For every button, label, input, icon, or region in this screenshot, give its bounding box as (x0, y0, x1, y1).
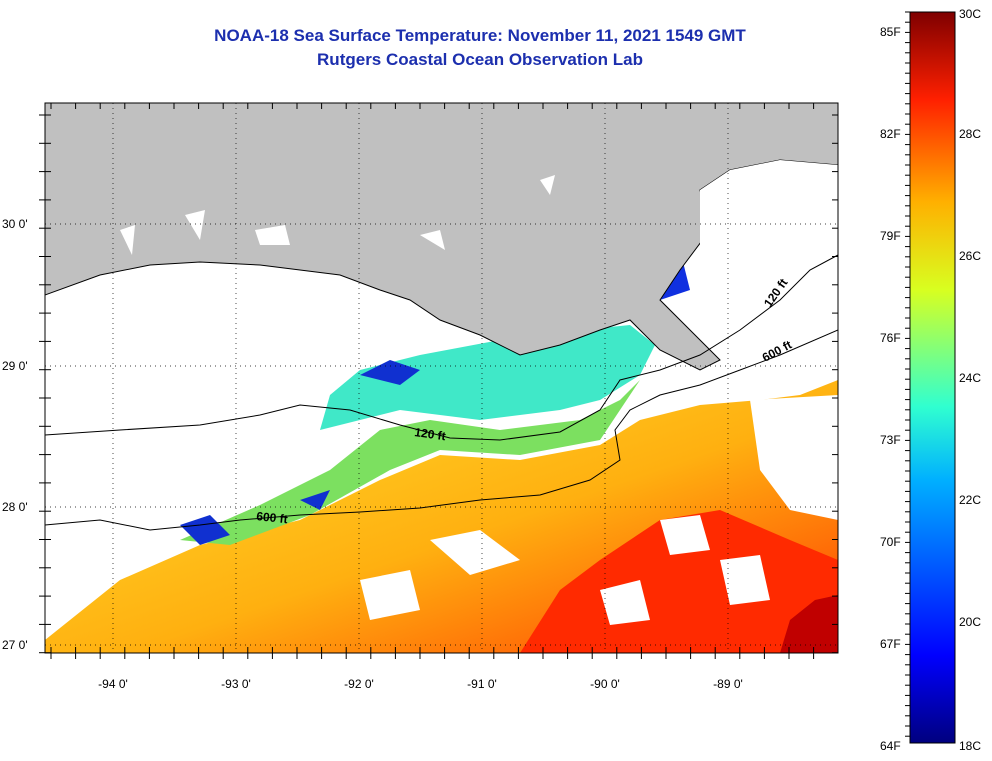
colorbar-label-85f: 85F (880, 25, 901, 39)
colorbar-label-73f: 73F (880, 433, 901, 447)
contour-label-600-a: 600 ft (256, 509, 289, 526)
cloud-gaps (360, 515, 770, 625)
lon-label-94: -94 0' (98, 677, 128, 691)
axis-ticks (39, 103, 838, 659)
colorbar-label-30c: 30C (959, 7, 981, 21)
colorbar-label-82f: 82F (880, 127, 901, 141)
colorbar-label-26c: 26C (959, 249, 981, 263)
contour-120ft (45, 254, 838, 441)
colorbar-label-64f: 64F (880, 739, 901, 753)
map-subtitle: Rutgers Coastal Ocean Observation Lab (317, 50, 643, 69)
cloud-gap-east (750, 395, 838, 520)
colorbar-label-67f: 67F (880, 637, 901, 651)
lon-label-92: -92 0' (344, 677, 374, 691)
cloud-gap-west (45, 560, 110, 610)
lon-label-93: -93 0' (221, 677, 251, 691)
lat-label-28: 28 0' (2, 500, 28, 514)
colorbar-ticks (905, 11, 910, 737)
colorbar-label-76f: 76F (880, 331, 901, 345)
colorbar-label-20c: 20C (959, 615, 981, 629)
colorbar (909, 11, 956, 744)
lon-label-91: -91 0' (467, 677, 497, 691)
lat-label-27: 27 0' (2, 638, 28, 652)
sst-cool-region (320, 325, 655, 430)
colorbar-label-24c: 24C (959, 371, 981, 385)
lat-label-29: 29 0' (2, 359, 28, 373)
map-frame (44, 102, 839, 654)
colorbar-label-70f: 70F (880, 535, 901, 549)
lat-label-30: 30 0' (2, 217, 28, 231)
sst-mild-region (180, 380, 640, 545)
colorbar-label-18c: 18C (959, 739, 981, 753)
colorbar-label-22c: 22C (959, 493, 981, 507)
sst-very-hot-region (780, 595, 838, 653)
colorbar-label-79f: 79F (880, 229, 901, 243)
lon-label-89: -89 0' (713, 677, 743, 691)
contour-label-120-a: 120 ft (414, 425, 447, 443)
map-title: NOAA-18 Sea Surface Temperature: Novembe… (214, 26, 746, 45)
colorbar-label-28c: 28C (959, 127, 981, 141)
sst-hot-region (520, 510, 838, 653)
lon-label-90: -90 0' (590, 677, 620, 691)
delta-water (690, 160, 838, 345)
contour-600ft (45, 329, 838, 531)
graticule (45, 103, 838, 653)
sst-cold-patches (180, 360, 420, 545)
